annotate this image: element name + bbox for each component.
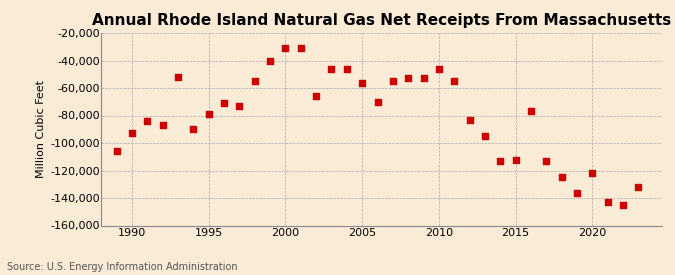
Point xyxy=(188,127,198,131)
Point xyxy=(602,200,613,204)
Point xyxy=(310,94,321,98)
Point xyxy=(342,67,352,71)
Point xyxy=(449,79,460,83)
Point xyxy=(526,109,537,114)
Point xyxy=(234,104,245,108)
Point xyxy=(249,79,260,83)
Point xyxy=(296,46,306,50)
Point xyxy=(403,76,414,81)
Point xyxy=(203,112,214,116)
Point xyxy=(157,123,168,127)
Point xyxy=(126,131,137,136)
Point xyxy=(495,159,506,163)
Point xyxy=(572,190,583,195)
Point xyxy=(464,117,475,122)
Point xyxy=(173,75,184,79)
Point xyxy=(479,134,490,138)
Point xyxy=(265,58,275,63)
Point xyxy=(556,175,567,180)
Point xyxy=(326,67,337,71)
Point xyxy=(357,80,368,85)
Point xyxy=(387,79,398,83)
Point xyxy=(541,159,551,163)
Point xyxy=(433,67,444,71)
Point xyxy=(587,171,598,175)
Point xyxy=(418,76,429,81)
Text: Source: U.S. Energy Information Administration: Source: U.S. Energy Information Administ… xyxy=(7,262,238,272)
Point xyxy=(111,149,122,153)
Point xyxy=(142,119,153,123)
Point xyxy=(280,46,291,50)
Point xyxy=(633,185,644,189)
Y-axis label: Million Cubic Feet: Million Cubic Feet xyxy=(36,80,46,178)
Point xyxy=(372,100,383,104)
Title: Annual Rhode Island Natural Gas Net Receipts From Massachusetts: Annual Rhode Island Natural Gas Net Rece… xyxy=(92,13,671,28)
Point xyxy=(219,101,230,105)
Point xyxy=(618,203,628,207)
Point xyxy=(510,157,521,162)
